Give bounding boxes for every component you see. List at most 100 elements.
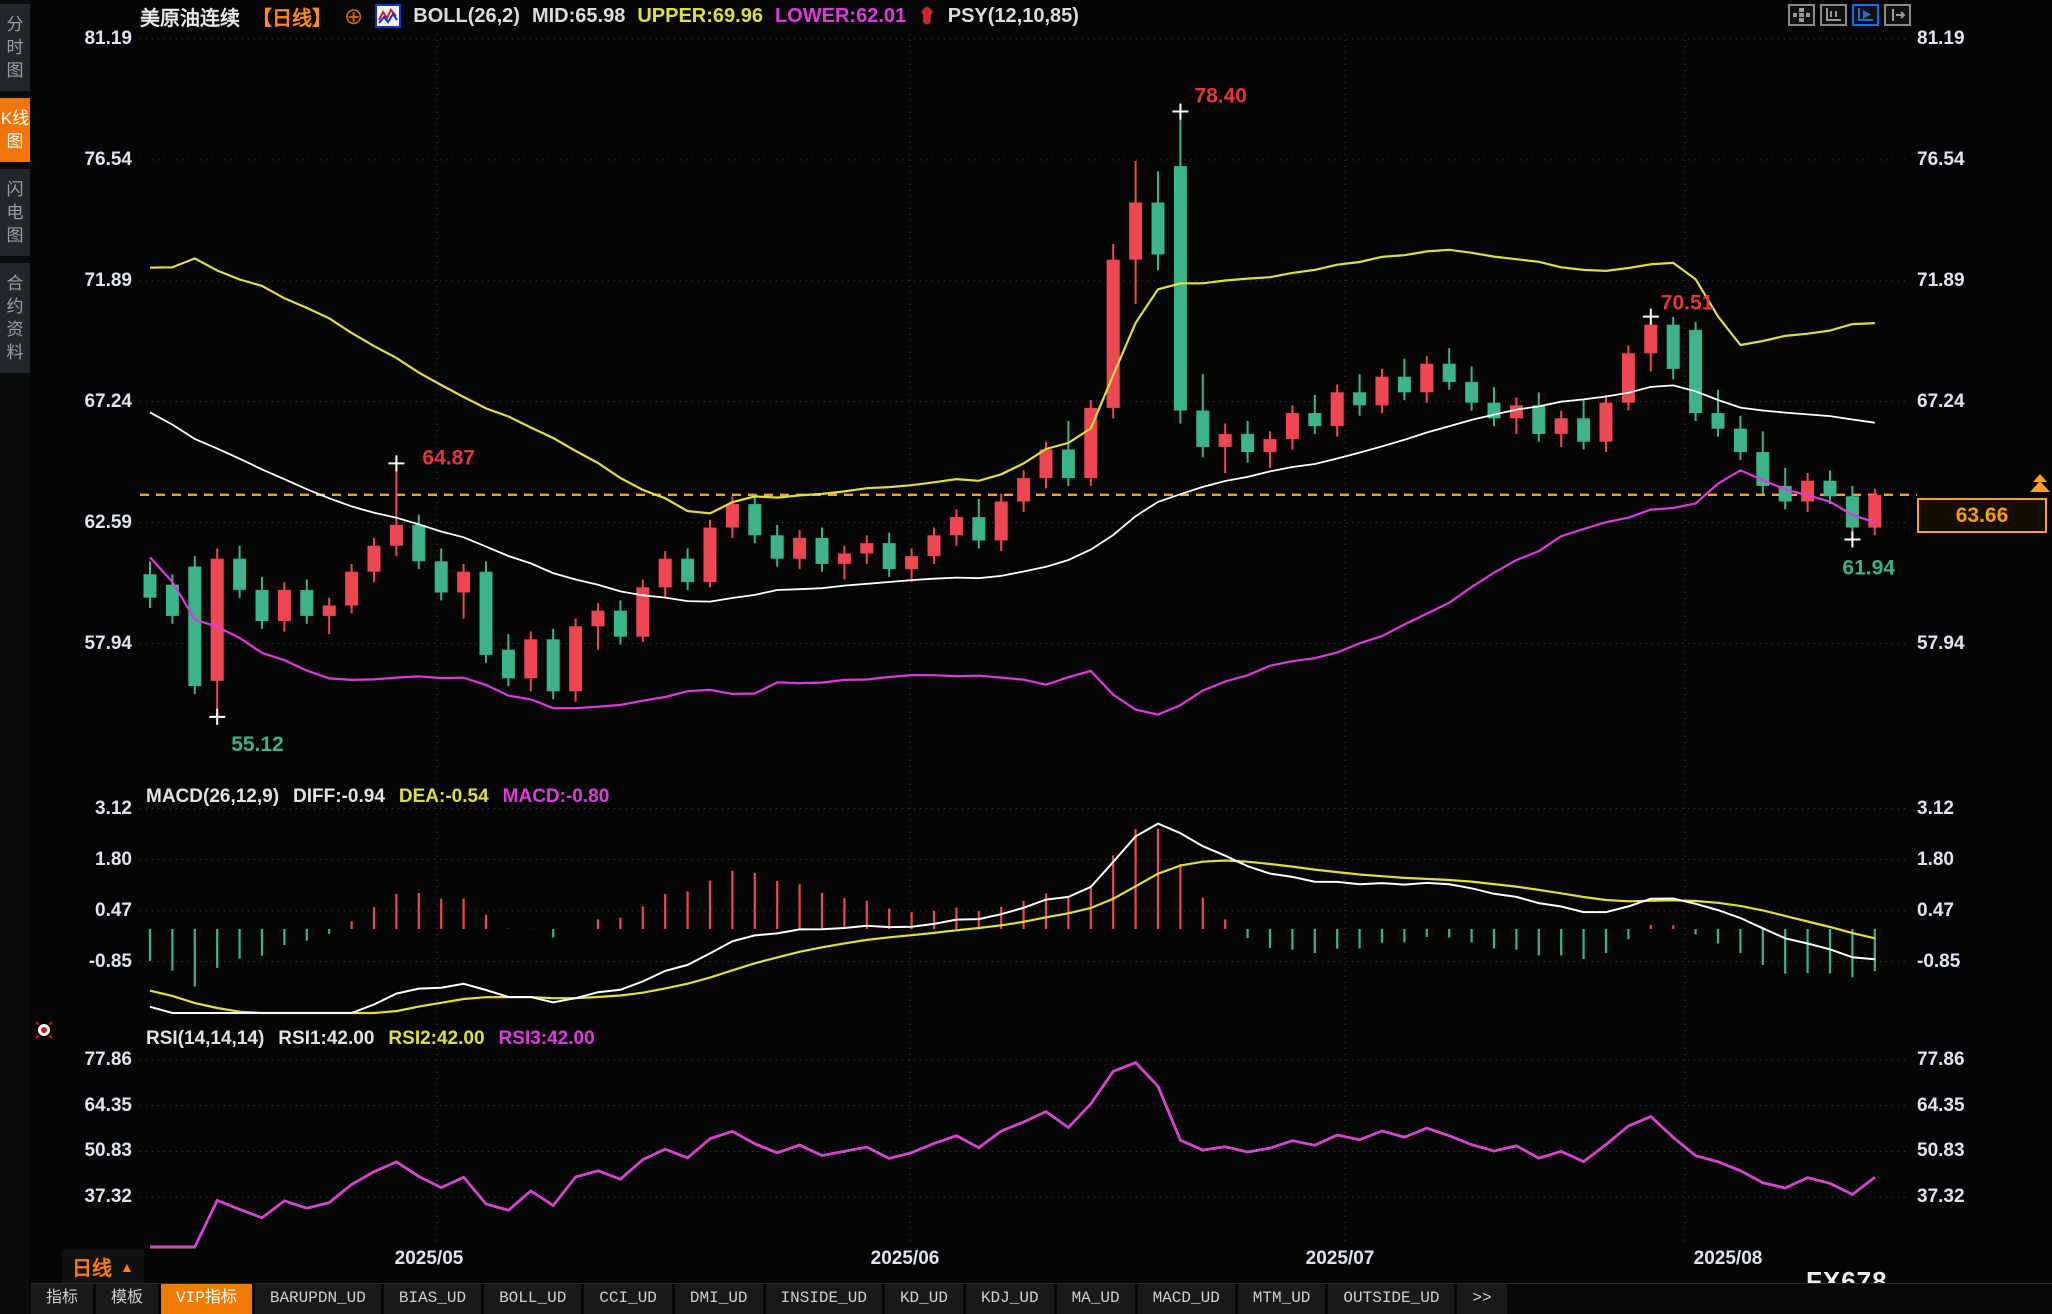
rsi1-value: RSI1:42.00 [278, 1028, 375, 1049]
alarm-dot-icon[interactable] [34, 1020, 54, 1045]
indicator-tab-11[interactable]: MA_UD [1056, 1284, 1135, 1314]
indicator-tab-3[interactable]: BARUPDN_UD [254, 1284, 381, 1314]
indicator-tab-5[interactable]: BOLL_UD [484, 1284, 582, 1314]
rsi-panel-header: RSI(14,14,14) RSI1:42.00 RSI2:42.00 RSI3… [146, 1028, 595, 1050]
axis-tick-label: 76.54 [84, 148, 132, 170]
axis-tick-label: 64.35 [84, 1094, 132, 1116]
axis-tick-label: 50.83 [84, 1140, 132, 1162]
chart-toolbar [1788, 4, 1911, 26]
boll-label: BOLL(26,2) [413, 4, 520, 27]
candlesticks [143, 111, 1882, 717]
axis-tick-label: 81.19 [1917, 28, 1965, 49]
indicator-tab-4[interactable]: BIAS_UD [383, 1284, 482, 1314]
mini-chart-icon[interactable] [375, 4, 402, 28]
axis-tick-label: 71.89 [84, 269, 132, 291]
indicator-tab-10[interactable]: KDJ_UD [965, 1284, 1054, 1314]
axis-tick-label: 64.35 [1917, 1094, 1965, 1116]
psy-label: PSY(12,10,85) [947, 4, 1079, 27]
svg-text:61.94: 61.94 [1842, 557, 1895, 580]
axis-fit-icon[interactable] [1884, 4, 1911, 26]
sidebar-item-3[interactable]: 合约资料 [0, 263, 30, 373]
rsi1-line [150, 1061, 1876, 1249]
axis-tick-label: 81.19 [84, 28, 132, 49]
svg-text:55.12: 55.12 [231, 733, 284, 756]
axis-tick-label: 67.24 [84, 390, 132, 412]
x-axis-date-label: 2025/05 [394, 1248, 464, 1269]
boll-lower-value: LOWER:62.01 [774, 4, 907, 27]
symbol-title: 美原油连续 [140, 7, 240, 30]
axis-tick-label: -0.85 [1917, 950, 1961, 972]
indicator-tab-8[interactable]: INSIDE_UD [765, 1284, 882, 1314]
boll-mid-line [149, 384, 1875, 603]
last-price-value: 63.66 [1955, 503, 2009, 527]
axis-tick-label: 0.47 [1917, 899, 1954, 921]
axis-tick-label: 62.59 [84, 511, 132, 533]
boll-mid-value: MID:65.98 [531, 4, 626, 27]
sidebar-item-0[interactable]: 分时图 [0, 4, 30, 91]
x-axis-date-label: 2025/07 [1305, 1248, 1375, 1269]
indicator-tab-15[interactable]: >> [1457, 1284, 1507, 1314]
axis-play-icon[interactable] [1852, 4, 1879, 26]
axis-tick-label: 67.24 [1917, 390, 1965, 412]
axis-tick-label: -0.85 [88, 950, 132, 972]
last-price-box: 63.66 [1917, 498, 2047, 533]
price-annotations: 55.12 64.87 78.40 70.51 61.94 [209, 85, 1895, 756]
rsi-label: RSI(14,14,14) [146, 1028, 265, 1049]
svg-text:64.87: 64.87 [422, 446, 475, 469]
macd-diff-value: DIFF:-0.94 [293, 786, 385, 807]
axis-tick-label: 57.94 [84, 632, 132, 654]
macd-dea-line [149, 859, 1876, 1015]
indicator-tab-bar: 指标 模板 VIP指标 BARUPDN_UD BIAS_UD BOLL_UD CCI_UD D… [31, 1283, 2052, 1314]
macd-histogram [148, 828, 1876, 987]
period-selector-label: 日线 [72, 1258, 112, 1280]
axis-tick-label: 3.12 [95, 797, 132, 819]
period-tag[interactable]: 【日线】 [252, 7, 332, 30]
boll-upper-line [149, 248, 1875, 515]
grid-lines [140, 34, 1910, 1246]
svg-text:78.40: 78.40 [1194, 85, 1247, 108]
axis-tick-label: 3.12 [1917, 797, 1954, 819]
boll-lower-line [149, 469, 1876, 716]
axis-tick-label: 37.32 [1917, 1186, 1965, 1208]
macd-dea-value: DEA:-0.54 [398, 786, 489, 807]
svg-text:70.51: 70.51 [1661, 292, 1714, 315]
x-axis-date-label: 2025/06 [870, 1248, 940, 1269]
chart-header: 美原油连续 【日线】 ⊕ BOLL(26,2) MID:65.98 UPPER:… [140, 3, 1079, 30]
boll-upper-value: UPPER:69.96 [637, 4, 763, 27]
period-dropdown-arrow-icon: ▲ [120, 1258, 134, 1275]
pan-crosshair-icon[interactable] [1788, 4, 1815, 26]
axis-tick-label: 77.86 [84, 1049, 132, 1070]
macd-panel-header: MACD(26,12,9) DIFF:-0.94 DEA:-0.54 MACD:… [146, 786, 609, 808]
rsi3-line [150, 1061, 1876, 1249]
rsi3-value: RSI3:42.00 [498, 1028, 595, 1049]
axis-tick-label: 71.89 [1917, 269, 1965, 291]
add-indicator-icon[interactable]: ⊕ [344, 3, 364, 29]
indicator-tab-6[interactable]: CCI_UD [584, 1284, 672, 1314]
axis-zoom-icon[interactable] [1820, 4, 1847, 26]
period-selector[interactable]: 日线 ▲ [62, 1250, 144, 1283]
axis-tick-label: 0.47 [95, 899, 132, 921]
sidebar-item-1[interactable]: K线图 [0, 98, 30, 162]
axis-tick-label: 77.86 [1917, 1049, 1965, 1070]
axis-tick-label: 50.83 [1917, 1140, 1965, 1162]
macd-label: MACD(26,12,9) [146, 786, 280, 807]
axis-tick-label: 1.80 [95, 848, 132, 870]
axis-tick-label: 37.32 [84, 1186, 132, 1208]
price-arrow-icon [2030, 474, 2050, 492]
indicator-tab-0[interactable]: 指标 [31, 1284, 94, 1314]
indicator-tab-1[interactable]: 模板 [96, 1284, 159, 1314]
macd-diff-line [149, 822, 1875, 1014]
indicator-tab-13[interactable]: MTM_UD [1237, 1284, 1326, 1314]
axis-tick-label: 76.54 [1917, 148, 1965, 170]
red-up-arrow-icon: ⬆ [918, 4, 936, 28]
indicator-tab-2[interactable]: VIP指标 [161, 1284, 252, 1314]
indicator-tab-9[interactable]: KD_UD [884, 1284, 963, 1314]
indicator-tab-14[interactable]: OUTSIDE_UD [1328, 1284, 1455, 1314]
left-sidebar: 分时图 K线图闪电图合约资料 [0, 0, 30, 1314]
axis-tick-label: 57.94 [1917, 632, 1965, 654]
sidebar-item-2[interactable]: 闪电图 [0, 169, 30, 256]
indicator-tab-7[interactable]: DMI_UD [674, 1284, 763, 1314]
indicator-tab-12[interactable]: MACD_UD [1137, 1284, 1235, 1314]
